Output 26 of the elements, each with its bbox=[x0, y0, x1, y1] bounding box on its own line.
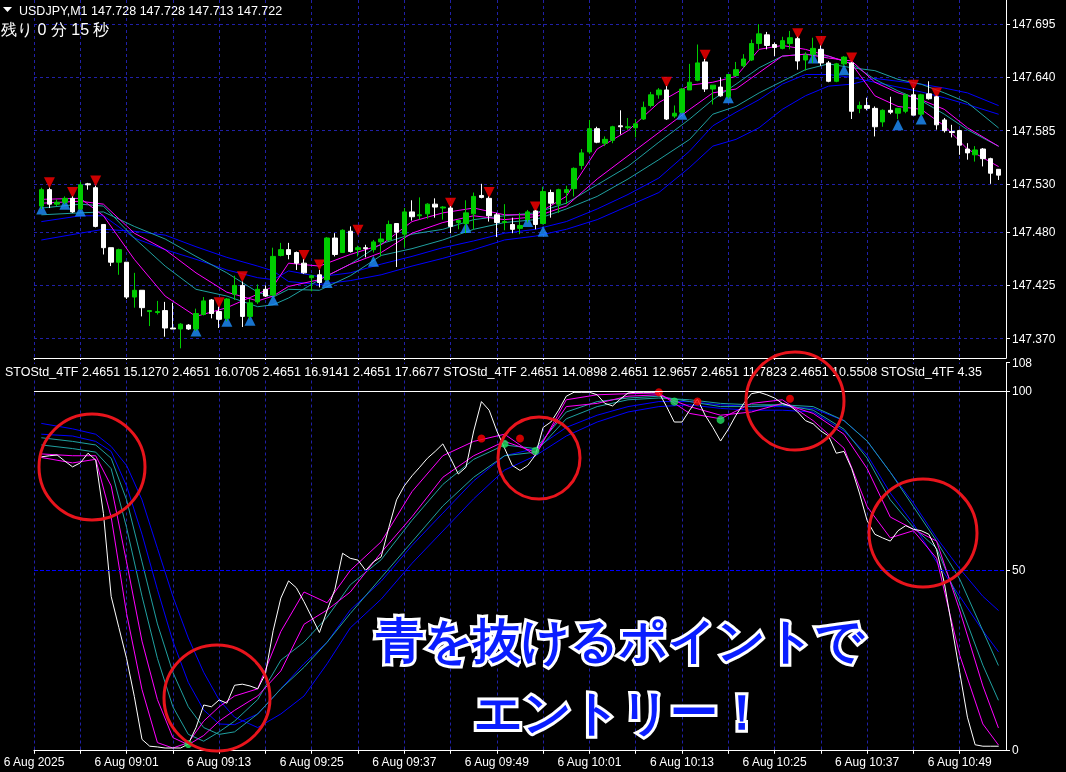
x-tick-label: 6 Aug 09:25 bbox=[279, 754, 345, 769]
y-tick-label: 50 bbox=[1012, 563, 1026, 578]
chart-title: USDJPY,M1 147.728 147.728 147.713 147.722 bbox=[19, 3, 283, 18]
x-tick-label: 6 Aug 09:13 bbox=[187, 754, 252, 769]
x-tick-label: 6 Aug 10:49 bbox=[927, 754, 993, 769]
text: 残り 0 分 15 秒 bbox=[1, 20, 110, 38]
x-tick-label: 6 Aug 2025 bbox=[3, 754, 65, 769]
x-tick-label: 6 Aug 10:01 bbox=[557, 754, 622, 769]
y-tick-label: 147.695 bbox=[1012, 17, 1056, 32]
y-tick-label: 147.585 bbox=[1012, 123, 1056, 138]
y-tick-label: 108 bbox=[1012, 355, 1033, 370]
x-tick-label: 6 Aug 09:37 bbox=[372, 754, 437, 769]
y-tick-label: 0 bbox=[1012, 742, 1019, 757]
x-tick-label: 6 Aug 10:13 bbox=[649, 754, 715, 769]
x-tick-label: 6 Aug 10:37 bbox=[835, 754, 900, 769]
y-tick-label: 147.370 bbox=[1012, 331, 1056, 346]
annotation: エントリー！ bbox=[474, 684, 766, 740]
y-tick-label: 147.425 bbox=[1012, 278, 1056, 293]
y-tick-label: 147.530 bbox=[1012, 176, 1056, 191]
y-tick-label: 147.480 bbox=[1012, 225, 1056, 240]
x-tick-label: 6 Aug 09:01 bbox=[94, 754, 159, 769]
x-tick-label: 6 Aug 09:49 bbox=[464, 754, 530, 769]
x-tick-label: 6 Aug 10:25 bbox=[742, 754, 807, 769]
annotation: 青を抜けるポイントで bbox=[375, 612, 865, 668]
y-tick-label: 147.640 bbox=[1012, 70, 1056, 85]
y-tick-label: 100 bbox=[1012, 384, 1033, 399]
